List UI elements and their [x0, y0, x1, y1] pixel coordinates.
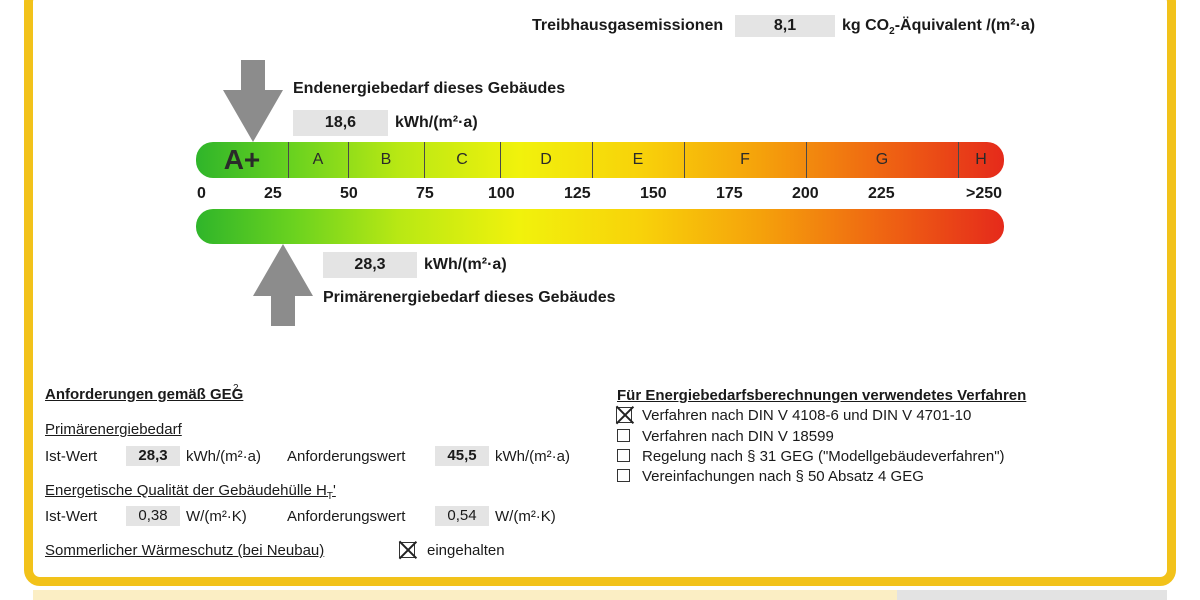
envelope-heading: Energetische Qualität der Gebäudehülle H…: [45, 482, 336, 502]
end-energy-arrow-icon: [223, 60, 283, 142]
method-checkbox-din4108[interactable]: [616, 407, 632, 423]
envelope-req-label: Anforderungswert: [287, 508, 406, 525]
methods-title: Für Energiebedarfsberechnungen verwendet…: [617, 387, 1027, 404]
scale-tick: 25: [264, 185, 282, 202]
summer-protection-label: Sommerlicher Wärmeschutz (bei Neubau): [45, 542, 325, 559]
scale-tick: 175: [716, 185, 743, 202]
class-separator: [348, 142, 349, 178]
scale-tick: 225: [868, 185, 895, 202]
scale-tick: 50: [340, 185, 358, 202]
end-energy-unit: kWh/(m²·a): [395, 114, 478, 131]
class-label-g: G: [875, 151, 889, 168]
emissions-label: Treibhausgasemissionen: [532, 17, 724, 34]
emissions-unit: kg CO2-Äquivalent /(m²·a): [842, 17, 1036, 38]
scale-tick: 100: [488, 185, 515, 202]
primary-req-value: 45,5: [435, 446, 489, 466]
primary-heading: Primärenergiebedarf: [45, 421, 182, 438]
envelope-ist-unit: W/(m²·K): [186, 508, 247, 525]
primary-energy-unit: kWh/(m²·a): [424, 256, 507, 273]
certificate-frame: [24, 0, 1176, 586]
envelope-req-value: 0,54: [435, 506, 489, 526]
primary-req-label: Anforderungswert: [287, 448, 406, 465]
emissions-value: 8,1: [735, 15, 835, 37]
primary-energy-arrow-icon: [253, 244, 313, 326]
primary-ist-value: 28,3: [126, 446, 180, 466]
method-label-din18599: Verfahren nach DIN V 18599: [642, 428, 834, 445]
class-separator: [958, 142, 959, 178]
envelope-ist-value: 0,38: [126, 506, 180, 526]
summer-protection-status: eingehalten: [427, 542, 505, 559]
bottom-strip: [33, 590, 1167, 600]
method-checkbox-model-building[interactable]: [617, 449, 630, 462]
method-label-din4108: Verfahren nach DIN V 4108-6 und DIN V 47…: [642, 407, 972, 424]
class-label-c: C: [456, 151, 468, 168]
method-checkbox-simplifications[interactable]: [617, 469, 630, 482]
scale-tick: 75: [416, 185, 434, 202]
scale-tick: 150: [640, 185, 667, 202]
envelope-req-unit: W/(m²·K): [495, 508, 556, 525]
primary-energy-value: 28,3: [323, 252, 417, 278]
class-separator: [424, 142, 425, 178]
class-separator: [288, 142, 289, 178]
end-energy-label: Endenergiebedarf dieses Gebäudes: [293, 80, 566, 97]
requirements-title: Anforderungen gemäß GEG: [45, 386, 244, 403]
energy-class-bar: [196, 142, 1004, 178]
primary-ist-unit: kWh/(m²·a): [186, 448, 261, 465]
class-separator: [684, 142, 685, 178]
scale-tick: 0: [197, 185, 206, 202]
class-label-d: D: [540, 151, 552, 168]
class-separator: [592, 142, 593, 178]
method-label-simplifications: Vereinfachungen nach § 50 Absatz 4 GEG: [642, 468, 924, 485]
envelope-ist-label: Ist-Wert: [45, 508, 98, 525]
primary-energy-bar: [196, 209, 1004, 244]
primary-energy-label: Primärenergiebedarf dieses Gebäudes: [323, 289, 616, 306]
primary-ist-label: Ist-Wert: [45, 448, 98, 465]
class-label-h: H: [975, 151, 987, 168]
requirements-footnote: 2: [233, 383, 239, 394]
method-label-model-building: Regelung nach § 31 GEG ("Modellgebäudeve…: [642, 448, 1005, 465]
class-separator: [500, 142, 501, 178]
scale-tick: 200: [792, 185, 819, 202]
bottom-strip-gray: [897, 590, 1167, 600]
end-energy-value: 18,6: [293, 110, 388, 136]
scale-tick: >250: [966, 185, 1003, 202]
summer-protection-checkbox[interactable]: [399, 542, 415, 558]
class-label-a: A: [312, 151, 324, 168]
method-checkbox-din18599[interactable]: [617, 429, 630, 442]
class-separator: [806, 142, 807, 178]
class-label-a-plus: A+: [223, 144, 261, 175]
class-label-b: B: [380, 151, 392, 168]
scale-tick: 125: [564, 185, 591, 202]
class-label-f: F: [740, 151, 750, 168]
primary-req-unit: kWh/(m²·a): [495, 448, 570, 465]
class-label-e: E: [632, 151, 644, 168]
